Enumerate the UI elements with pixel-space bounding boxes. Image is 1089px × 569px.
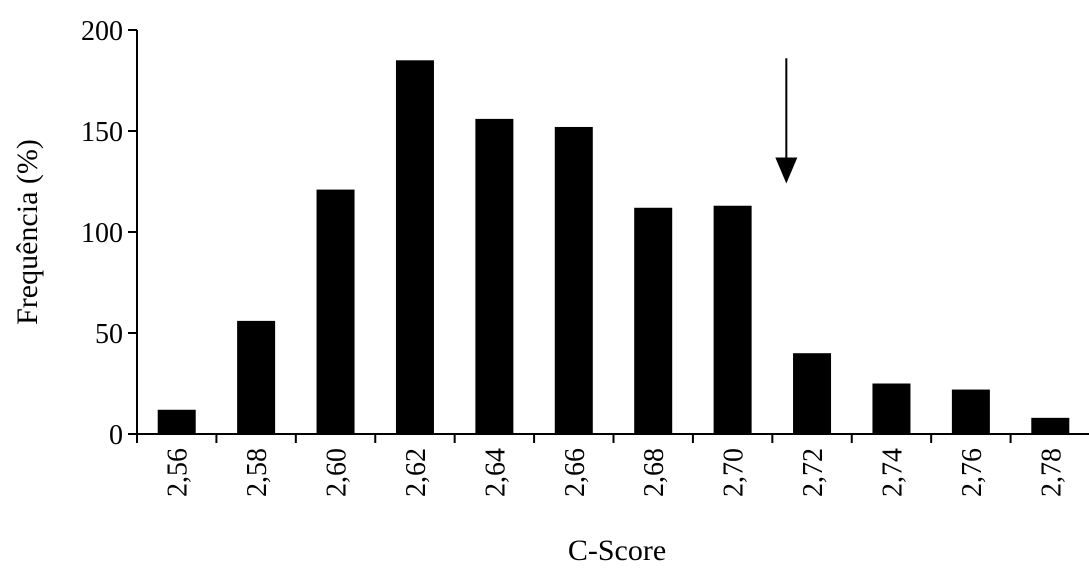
- x-tick-label: 2,64: [480, 448, 511, 497]
- bar-2-78: [1031, 417, 1070, 434]
- x-tick-label: 2,56: [163, 448, 194, 497]
- bar-2-68: [634, 207, 673, 434]
- x-tick-label: 2,68: [639, 448, 670, 497]
- bar-2-72: [793, 353, 832, 434]
- y-axis: 0 50 100 150 200: [81, 16, 138, 451]
- y-axis-title: Frequência (%): [11, 139, 44, 325]
- y-tick-label: 200: [81, 16, 123, 47]
- x-tick-label: 2,60: [322, 448, 353, 497]
- x-axis: 2,56 2,58 2,60 2,62 2,64 2,66 2,68 2,70 2,72 2,74…: [136, 433, 1089, 497]
- x-tick-label: 2,72: [798, 448, 829, 497]
- y-tick-label: 0: [109, 420, 123, 451]
- x-tick-label: 2,78: [1036, 448, 1067, 497]
- x-axis-title: C-Score: [568, 534, 666, 567]
- bar-2-60: [316, 189, 355, 434]
- x-tick-label: 2,76: [957, 448, 988, 497]
- x-tick-label: 2,74: [877, 448, 908, 497]
- arrow-head-icon: [775, 157, 798, 184]
- x-tick-label: 2,62: [401, 448, 432, 497]
- arrow-annotation: [775, 58, 798, 184]
- bar-2-58: [237, 320, 276, 434]
- bar-2-66: [554, 126, 593, 435]
- bar-2-76: [951, 389, 990, 434]
- bar-2-62: [395, 60, 434, 435]
- x-tick-label: 2,70: [719, 448, 750, 497]
- bars-group: [157, 60, 1070, 435]
- y-tick-label: 100: [81, 218, 123, 249]
- x-tick-label: 2,58: [242, 448, 273, 497]
- y-tick-label: 150: [81, 117, 123, 148]
- y-tick-label: 50: [95, 319, 123, 350]
- bar-2-74: [872, 383, 911, 434]
- bar-2-64: [475, 118, 514, 434]
- bar-2-70: [713, 205, 752, 434]
- bar-2-56: [157, 409, 196, 434]
- x-tick-label: 2,66: [560, 448, 591, 497]
